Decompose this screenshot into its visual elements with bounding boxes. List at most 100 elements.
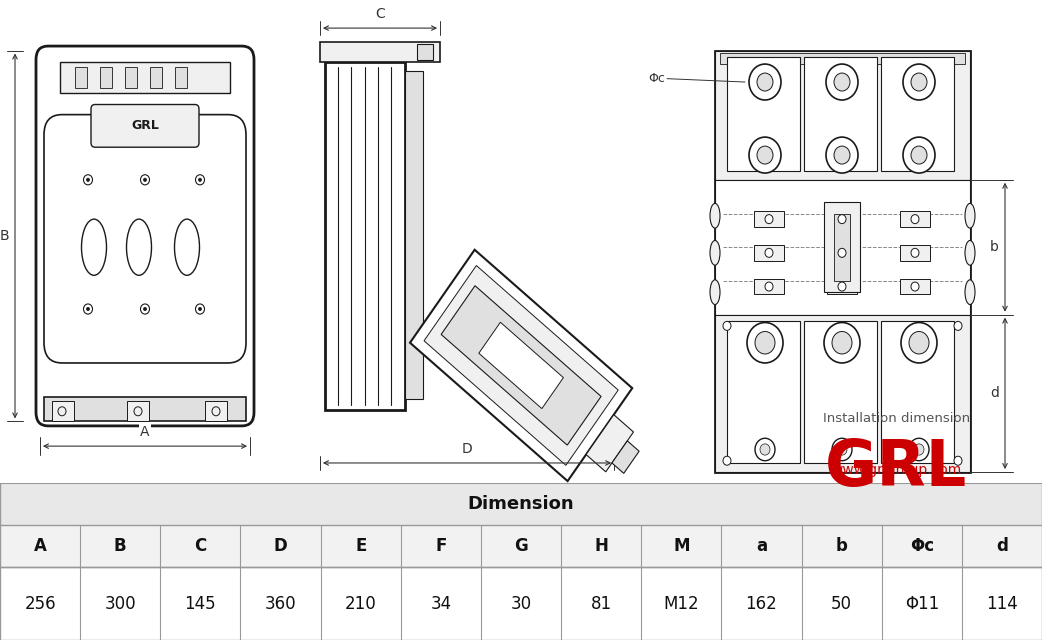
Text: Installation dimension: Installation dimension bbox=[794, 492, 932, 505]
Circle shape bbox=[838, 248, 846, 257]
Bar bbox=[715, 51, 970, 180]
Text: GRL: GRL bbox=[825, 438, 967, 499]
Ellipse shape bbox=[81, 219, 106, 275]
Polygon shape bbox=[586, 415, 634, 472]
Ellipse shape bbox=[965, 204, 975, 228]
Ellipse shape bbox=[965, 241, 975, 265]
Bar bbox=[320, 42, 440, 62]
Text: www.grlgroup.com: www.grlgroup.com bbox=[832, 463, 961, 477]
Circle shape bbox=[834, 146, 850, 164]
Text: B: B bbox=[114, 537, 126, 555]
Text: GRL: GRL bbox=[131, 119, 159, 132]
Text: d: d bbox=[996, 537, 1008, 555]
Polygon shape bbox=[479, 323, 564, 408]
Text: 210: 210 bbox=[345, 595, 376, 612]
Circle shape bbox=[755, 332, 775, 354]
Bar bbox=[727, 321, 800, 463]
Bar bbox=[824, 202, 860, 292]
Text: 300: 300 bbox=[104, 595, 137, 612]
Text: M12: M12 bbox=[664, 595, 699, 612]
Bar bbox=[127, 401, 149, 421]
Bar bbox=[900, 278, 931, 294]
Circle shape bbox=[141, 175, 149, 185]
Circle shape bbox=[86, 307, 90, 310]
Text: F: F bbox=[436, 537, 447, 555]
Ellipse shape bbox=[965, 280, 975, 305]
Bar bbox=[827, 245, 857, 260]
Bar bbox=[804, 321, 877, 463]
Circle shape bbox=[838, 282, 846, 291]
Circle shape bbox=[765, 214, 773, 223]
Circle shape bbox=[134, 407, 142, 416]
Circle shape bbox=[826, 64, 858, 100]
Circle shape bbox=[901, 323, 937, 363]
Text: 81: 81 bbox=[591, 595, 612, 612]
Text: a: a bbox=[755, 537, 767, 555]
Bar bbox=[0, 525, 1042, 567]
Circle shape bbox=[756, 146, 773, 164]
Circle shape bbox=[911, 73, 927, 91]
Text: b: b bbox=[836, 537, 847, 555]
Bar bbox=[0, 483, 1042, 525]
Circle shape bbox=[198, 178, 201, 182]
Circle shape bbox=[954, 456, 962, 465]
Bar bbox=[727, 58, 800, 171]
Text: 50: 50 bbox=[832, 595, 852, 612]
Text: M: M bbox=[673, 537, 690, 555]
Circle shape bbox=[83, 304, 93, 314]
Circle shape bbox=[911, 146, 927, 164]
Bar bbox=[205, 401, 227, 421]
Circle shape bbox=[755, 438, 775, 461]
Polygon shape bbox=[410, 250, 632, 481]
Text: 360: 360 bbox=[265, 595, 296, 612]
Circle shape bbox=[834, 73, 850, 91]
Circle shape bbox=[58, 407, 66, 416]
Polygon shape bbox=[424, 266, 618, 465]
Circle shape bbox=[723, 321, 731, 330]
Text: H: H bbox=[594, 537, 609, 555]
FancyBboxPatch shape bbox=[91, 104, 199, 147]
Circle shape bbox=[749, 64, 782, 100]
Text: B: B bbox=[0, 229, 9, 243]
Circle shape bbox=[198, 307, 201, 310]
Circle shape bbox=[954, 321, 962, 330]
Circle shape bbox=[914, 444, 924, 455]
Circle shape bbox=[824, 323, 860, 363]
Circle shape bbox=[760, 444, 770, 455]
Bar bbox=[754, 278, 784, 294]
Bar bbox=[325, 62, 405, 410]
Bar bbox=[827, 278, 857, 294]
Text: Installation dimension: Installation dimension bbox=[822, 413, 970, 426]
Text: 114: 114 bbox=[986, 595, 1018, 612]
Bar bbox=[900, 211, 931, 227]
Text: D: D bbox=[462, 442, 472, 456]
Bar bbox=[417, 44, 433, 60]
Text: a: a bbox=[838, 476, 847, 490]
Bar bbox=[880, 58, 954, 171]
Circle shape bbox=[144, 178, 147, 182]
Circle shape bbox=[723, 456, 731, 465]
Circle shape bbox=[909, 438, 929, 461]
FancyBboxPatch shape bbox=[36, 46, 254, 426]
Circle shape bbox=[903, 64, 935, 100]
Text: b: b bbox=[990, 240, 999, 254]
Circle shape bbox=[909, 332, 929, 354]
Bar bbox=[715, 51, 970, 472]
Text: Dimension: Dimension bbox=[468, 495, 574, 513]
Circle shape bbox=[903, 137, 935, 173]
Text: E: E bbox=[355, 537, 367, 555]
Ellipse shape bbox=[710, 241, 720, 265]
Circle shape bbox=[747, 323, 783, 363]
Bar bbox=[125, 67, 137, 88]
Circle shape bbox=[141, 304, 149, 314]
Text: 256: 256 bbox=[24, 595, 56, 612]
Ellipse shape bbox=[710, 204, 720, 228]
Text: C: C bbox=[194, 537, 206, 555]
Text: Φc: Φc bbox=[910, 537, 934, 555]
Text: 145: 145 bbox=[184, 595, 216, 612]
Bar bbox=[60, 62, 230, 93]
Bar bbox=[175, 67, 187, 88]
Bar bbox=[75, 67, 86, 88]
Circle shape bbox=[826, 137, 858, 173]
Circle shape bbox=[911, 282, 919, 291]
